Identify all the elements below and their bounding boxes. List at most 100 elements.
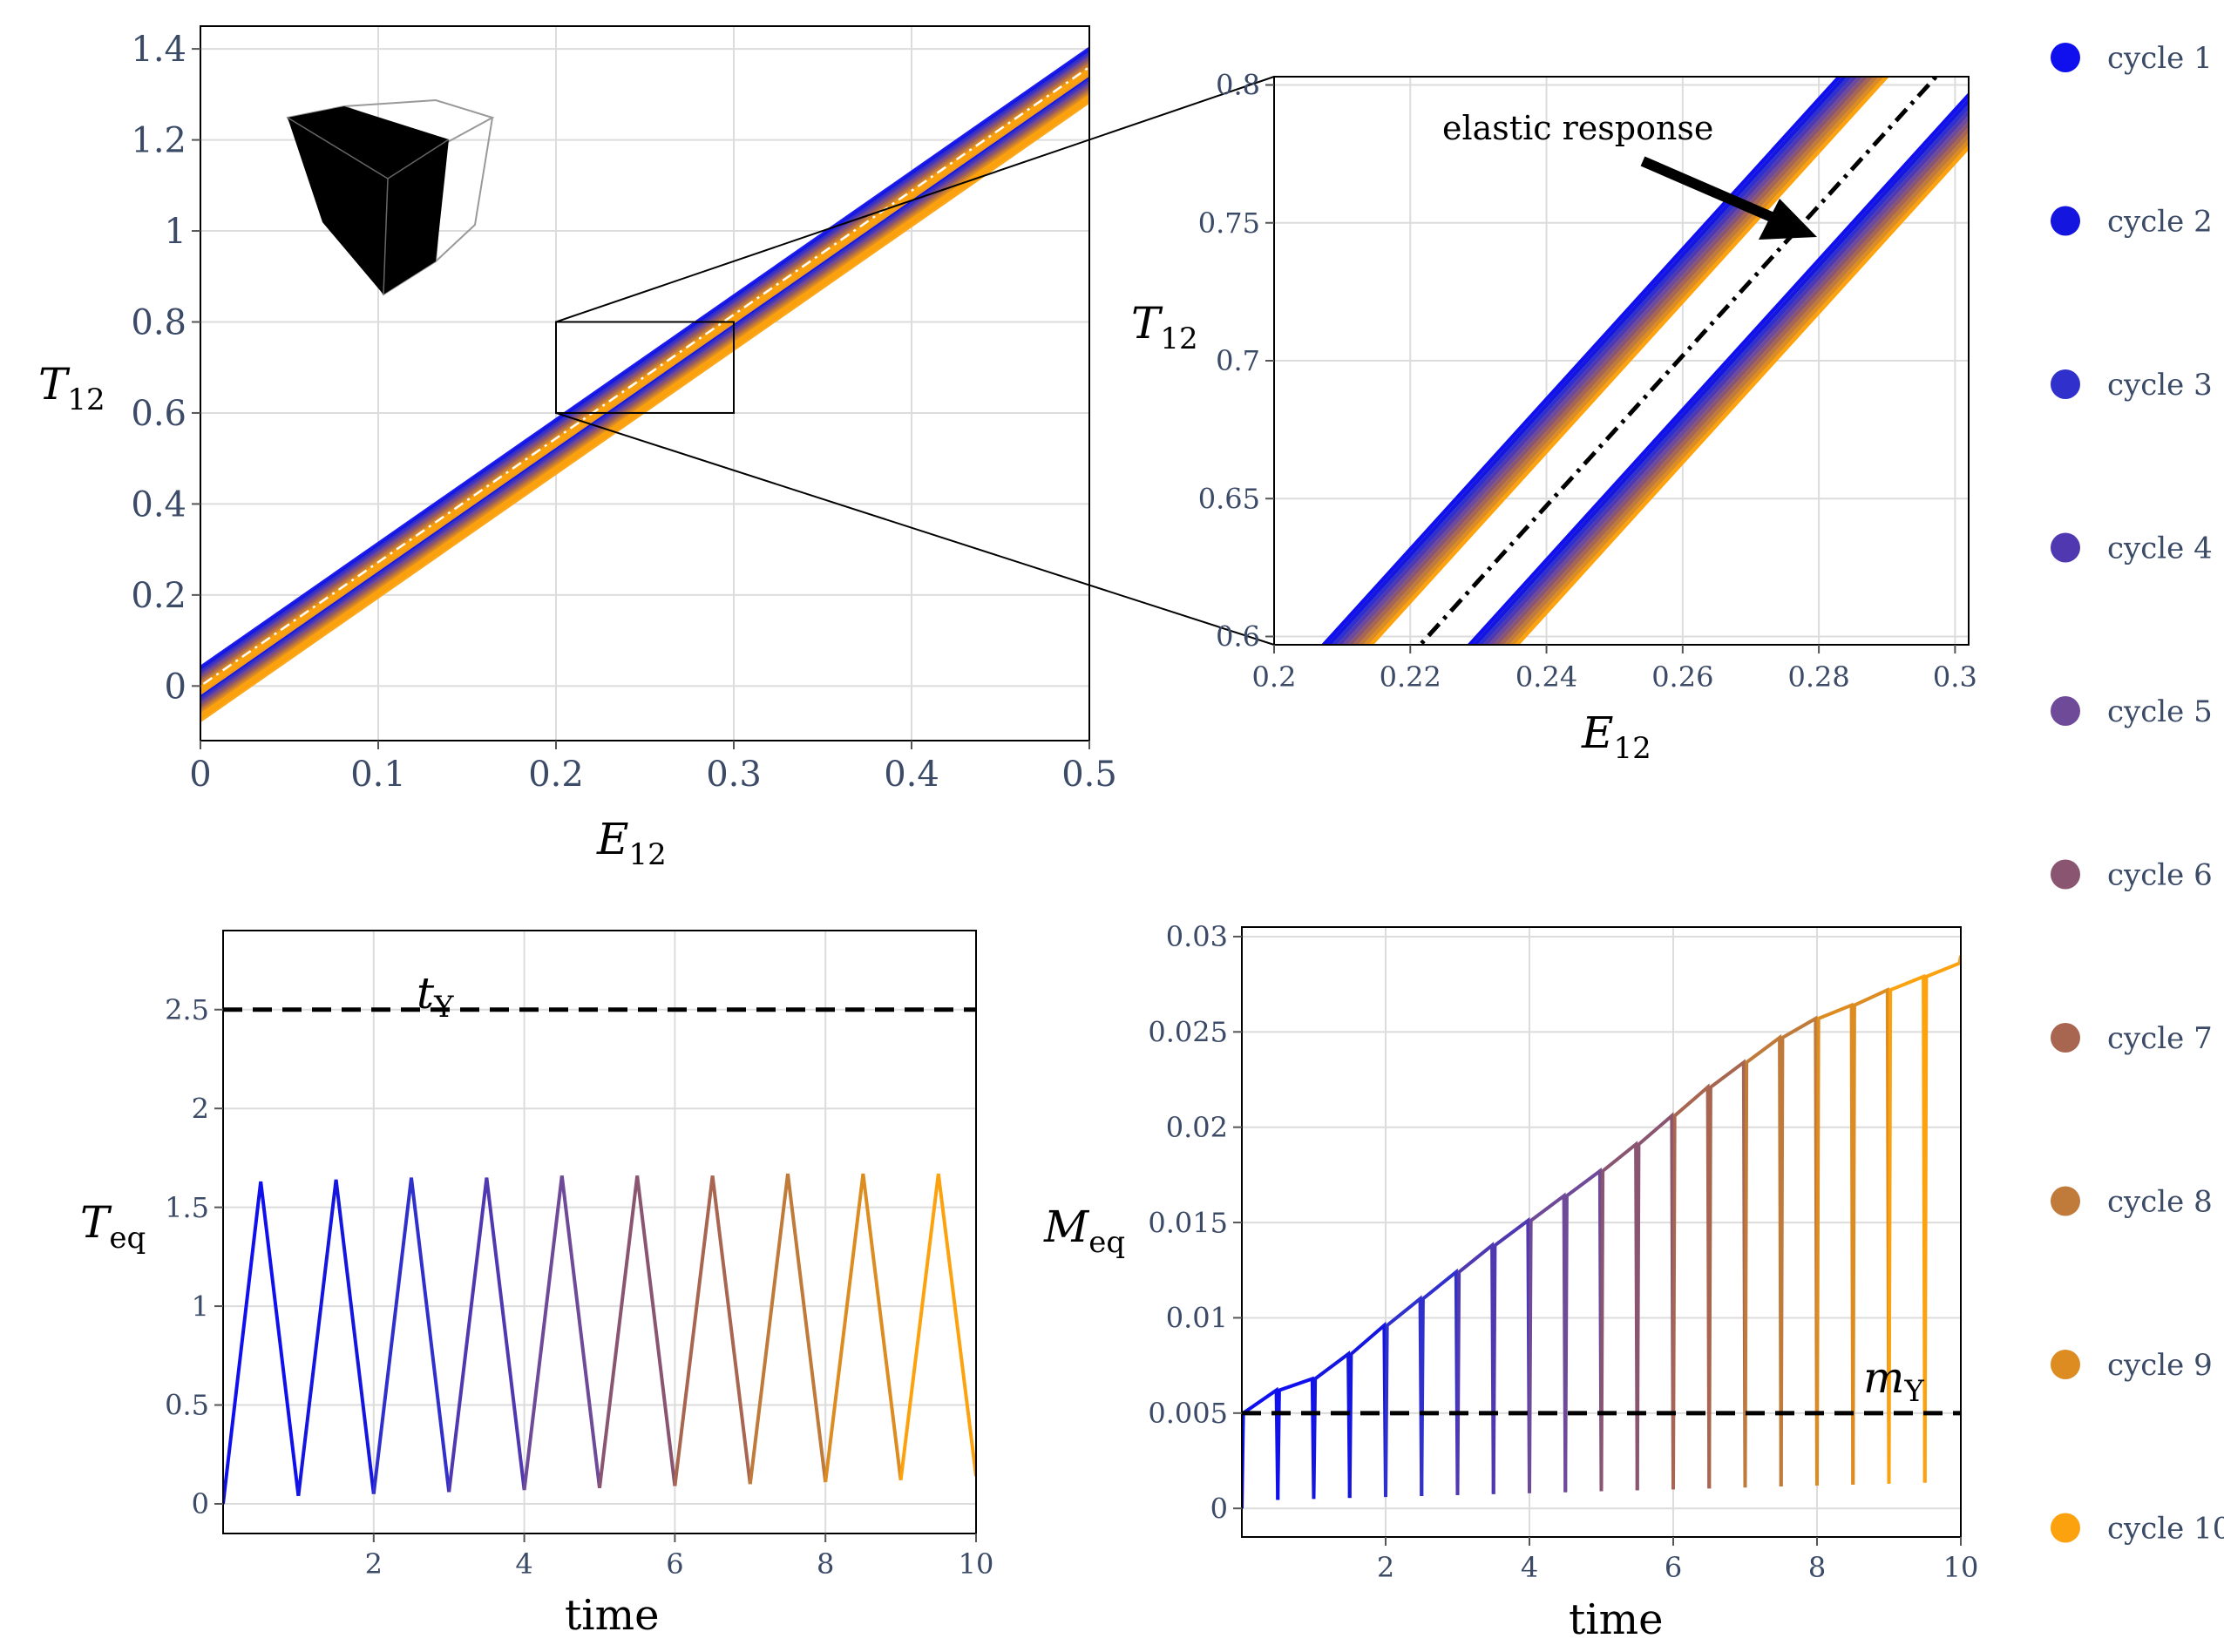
- x-tick-label: 0.24: [1515, 660, 1577, 694]
- y-tick-label: 0: [192, 1487, 209, 1520]
- x-tick-label: 6: [1665, 1551, 1682, 1584]
- x-tick-label: 0.5: [1061, 755, 1117, 795]
- x-tick-label: 0.28: [1787, 660, 1849, 694]
- panel-d-series: [1242, 955, 1961, 1509]
- panel-d: 2 4 6 8 10 0 0.005 0.01 0.015 0.02 0.025 0.03 mY Me…: [1043, 920, 1978, 1644]
- zoom-connector-top: [555, 76, 1275, 323]
- y-tick-label: 0.015: [1148, 1206, 1228, 1239]
- cycle-curve: [1326, 77, 1848, 645]
- x-tick-label: 8: [1808, 1551, 1826, 1584]
- cycle-curve: [824, 1173, 903, 1483]
- y-tick-label: 1.5: [165, 1191, 209, 1224]
- cycle-curve: [1509, 138, 1969, 645]
- x-tick-label: 0.3: [1933, 660, 1977, 694]
- cycle-curve: [1922, 955, 1961, 1483]
- y-tick-label: 0.7: [1216, 344, 1260, 377]
- threshold-label-ty: tY: [417, 968, 454, 1025]
- y-tick-label: 1.4: [131, 30, 186, 70]
- cycle-curve: [371, 1177, 451, 1494]
- x-tick-label: 2: [365, 1547, 383, 1581]
- y-tick-label: 0.75: [1198, 206, 1260, 240]
- x-tick-label: 0: [189, 755, 211, 795]
- panel-b: 0.2 0.22 0.24 0.26 0.28 0.30.60.650.70.750.8 …: [1131, 69, 1977, 766]
- panel-d-ylabel: Meq: [1043, 1202, 1125, 1260]
- cycle-curve: [1242, 1386, 1280, 1509]
- y-tick-label: 0.6: [131, 394, 186, 434]
- legend-marker: [2051, 206, 2080, 236]
- threshold-label-my: mY: [1863, 1352, 1924, 1409]
- cycle-curve: [1563, 1168, 1604, 1493]
- panel-b-series: [1320, 77, 1969, 645]
- annotation-arrow: [1640, 156, 1817, 240]
- x-tick-label: 10: [1943, 1551, 1979, 1584]
- y-tick-label: 0.01: [1166, 1302, 1228, 1335]
- cycle-curve: [1384, 1295, 1424, 1498]
- y-tick-label: 1: [192, 1290, 209, 1323]
- cycle-curve: [1514, 144, 1969, 645]
- y-tick-label: 2.5: [165, 993, 209, 1026]
- x-tick-label: 0.2: [528, 755, 584, 795]
- cycle-curve: [598, 1175, 677, 1489]
- y-tick-label: 0: [165, 667, 186, 707]
- x-tick-label: 0.22: [1380, 660, 1441, 694]
- legend-marker: [2051, 532, 2080, 563]
- x-tick-label: 6: [666, 1547, 683, 1581]
- legend-marker: [2051, 1513, 2080, 1543]
- cycle-curve: [1491, 1216, 1531, 1494]
- panel-d-ticks: 2 4 6 8 10 0 0.005 0.01 0.015 0.02 0.025 0.03: [1148, 920, 1978, 1584]
- y-tick-label: 0.4: [131, 484, 186, 525]
- y-tick-label: 0: [1210, 1492, 1228, 1525]
- cycle-curve: [1493, 120, 1969, 645]
- y-tick-label: 0.6: [1216, 620, 1260, 653]
- cycle-curve: [1312, 1351, 1352, 1500]
- legend-marker: [2051, 369, 2080, 399]
- panel-c-ylabel: Teq: [80, 1197, 146, 1256]
- cycle-curve: [1472, 98, 1969, 645]
- cycle-curve: [1482, 109, 1969, 645]
- legend-marker: [2051, 1350, 2080, 1379]
- panel-b-ticks: 0.2 0.22 0.24 0.26 0.28 0.3 0.6 0.65 0.7 0.75 0.8: [1198, 69, 1977, 694]
- legend-label: cycle 10: [2107, 1512, 2224, 1547]
- cycle-curve: [1455, 1242, 1495, 1495]
- y-tick-label: 0.8: [131, 302, 186, 342]
- panel-c: 2 4 6 8 10 0 0.5 1 1.5 2 2.5 tY Teq time: [80, 930, 993, 1640]
- panel-a-ylabel: T12: [38, 359, 105, 417]
- x-tick-label: 0.2: [1252, 660, 1297, 694]
- cycle-curve: [200, 66, 1089, 696]
- cycle-curve: [1743, 1033, 1783, 1488]
- y-tick-label: 0.5: [165, 1389, 209, 1422]
- cycle-curve: [1368, 77, 1889, 645]
- legend-marker: [2051, 859, 2080, 890]
- cycle-curve: [1851, 987, 1891, 1485]
- x-tick-label: 0.4: [884, 755, 939, 795]
- cycle-curve: [1488, 115, 1969, 645]
- y-tick-label: 0.65: [1198, 482, 1260, 515]
- cycle-curve: [1635, 1112, 1675, 1491]
- legend-label: cycle 7: [2107, 1021, 2213, 1056]
- y-tick-label: 0.8: [1216, 69, 1260, 102]
- y-tick-label: 0.2: [131, 576, 186, 616]
- cycle-curve: [898, 1173, 976, 1480]
- cycle-curve: [1477, 104, 1969, 645]
- elastic-line: [200, 65, 1089, 687]
- elastic-response-label: elastic response: [1442, 109, 1713, 147]
- panel-a-series: [200, 46, 1089, 723]
- legend-marker: [2051, 696, 2080, 726]
- cycle-curve: [1320, 77, 1842, 645]
- panel-a: 0 0.1 0.2 0.3 0.4 0.5 0 0.2 0.4 0.6 0.8 1 1.2 1.4 T12…: [38, 25, 1117, 872]
- panel-c-series: [223, 1007, 976, 1505]
- legend-marker: [2051, 43, 2080, 72]
- zoom-box: [555, 321, 735, 414]
- x-tick-label: 0.1: [350, 755, 406, 795]
- y-tick-label: 0.005: [1148, 1397, 1228, 1430]
- legend-label: cycle 8: [2107, 1185, 2213, 1220]
- cycle-curve: [1467, 91, 1969, 645]
- y-tick-label: 0.025: [1148, 1016, 1228, 1049]
- cycle-curve: [1347, 77, 1868, 645]
- legend-label: cycle 3: [2107, 368, 2213, 403]
- cycle-curve: [223, 1181, 301, 1505]
- x-tick-label: 0.26: [1651, 660, 1713, 694]
- panel-d-xlabel: time: [1569, 1595, 1664, 1644]
- cycle-curve: [673, 1175, 752, 1486]
